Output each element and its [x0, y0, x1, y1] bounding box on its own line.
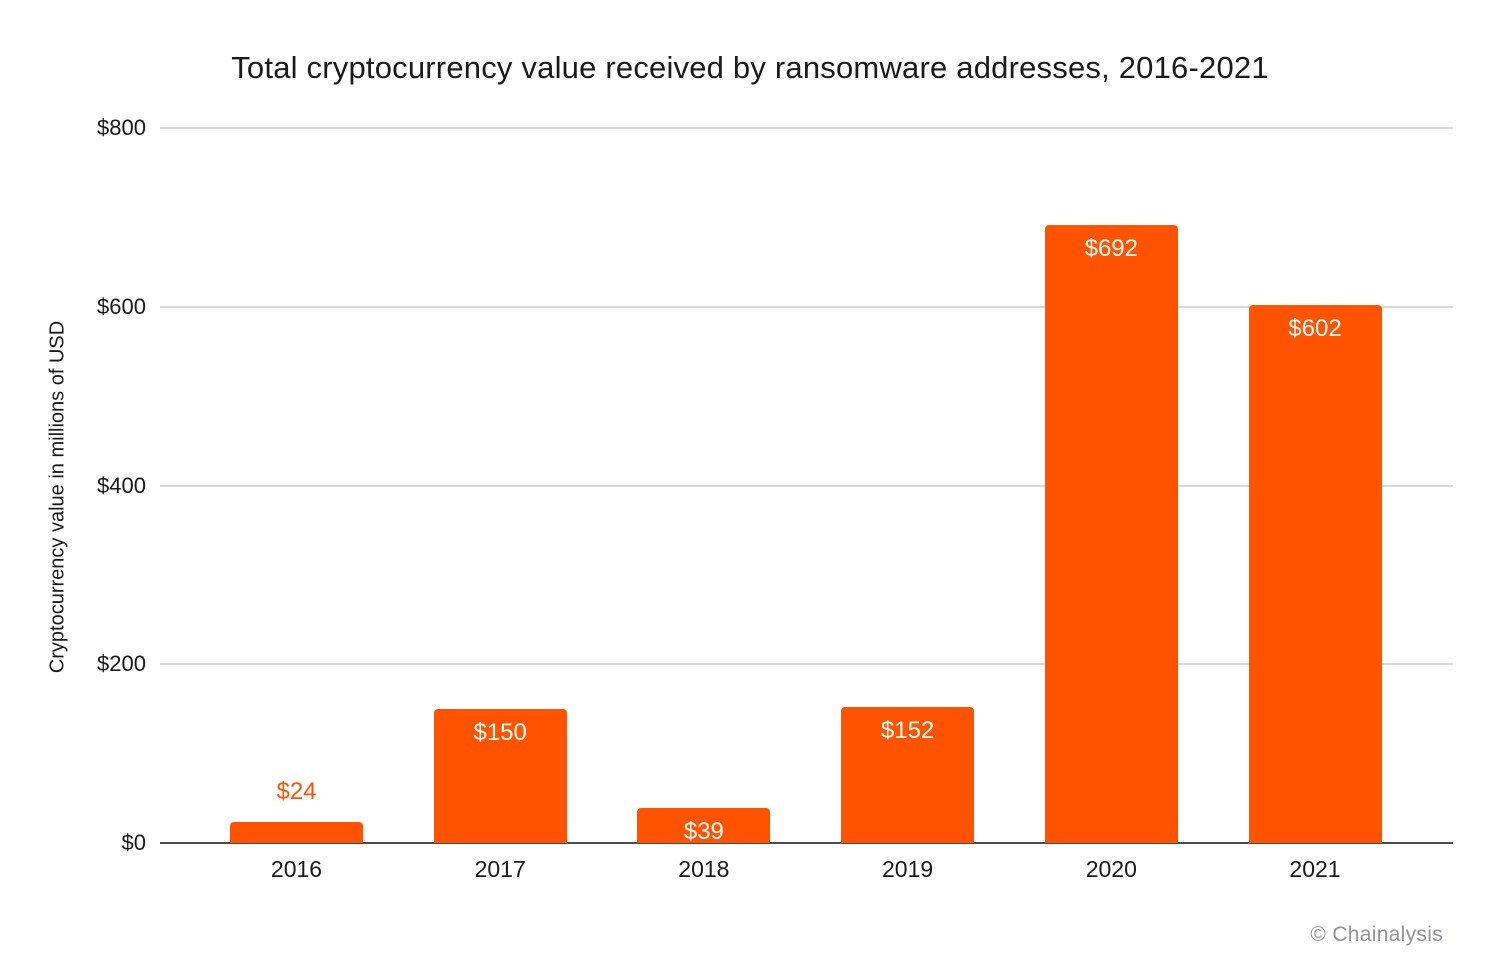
bar-2017: $150 — [433, 708, 567, 843]
bar-2018: $39 — [637, 808, 771, 846]
bar-value-label-2021: $602 — [1288, 314, 1342, 342]
bar-value-label-2017: $150 — [473, 718, 527, 746]
y-tick-label-0: $0 — [121, 830, 146, 855]
bar-2020: $692 — [1044, 224, 1178, 843]
x-tick-label-2016: 2016 — [270, 856, 323, 882]
gridline-200 — [160, 663, 1453, 666]
y-tick-label-600: $600 — [97, 293, 146, 319]
x-tick-label-2021: 2021 — [1289, 856, 1341, 882]
y-axis-label: Cryptocurrency value in millions of USD — [46, 320, 69, 674]
bar-2016: $24 — [230, 778, 363, 843]
gridline-600 — [160, 305, 1453, 308]
plot-area: $0 $200 $400 $600 $800 $24 2016 $150 2017 $39 2018… — [97, 115, 1453, 882]
y-tick-label-200: $200 — [97, 651, 146, 677]
bar-value-label-2018: $39 — [683, 818, 724, 846]
x-tick-label-2018: 2018 — [678, 856, 730, 882]
bar-2019: $152 — [841, 707, 975, 843]
x-axis-line — [160, 842, 1453, 844]
chainalysis-credit: © Chainalysis — [1310, 923, 1443, 946]
bar-value-label-2019: $152 — [880, 717, 935, 745]
bar-value-label-2016: $24 — [276, 777, 317, 805]
chart-title: Total cryptocurrency value received by r… — [231, 50, 1269, 85]
x-tick-label-2019: 2019 — [882, 856, 934, 882]
bar-value-label-2020: $692 — [1084, 234, 1138, 262]
bar-2021: $602 — [1248, 304, 1382, 843]
y-tick-label-400: $400 — [97, 472, 146, 498]
x-tick-label-2020: 2020 — [1085, 856, 1137, 882]
x-tick-label-2017: 2017 — [474, 856, 526, 882]
gridline-800 — [160, 127, 1453, 129]
gridline-400 — [160, 484, 1453, 487]
y-tick-label-800: $800 — [97, 115, 146, 140]
